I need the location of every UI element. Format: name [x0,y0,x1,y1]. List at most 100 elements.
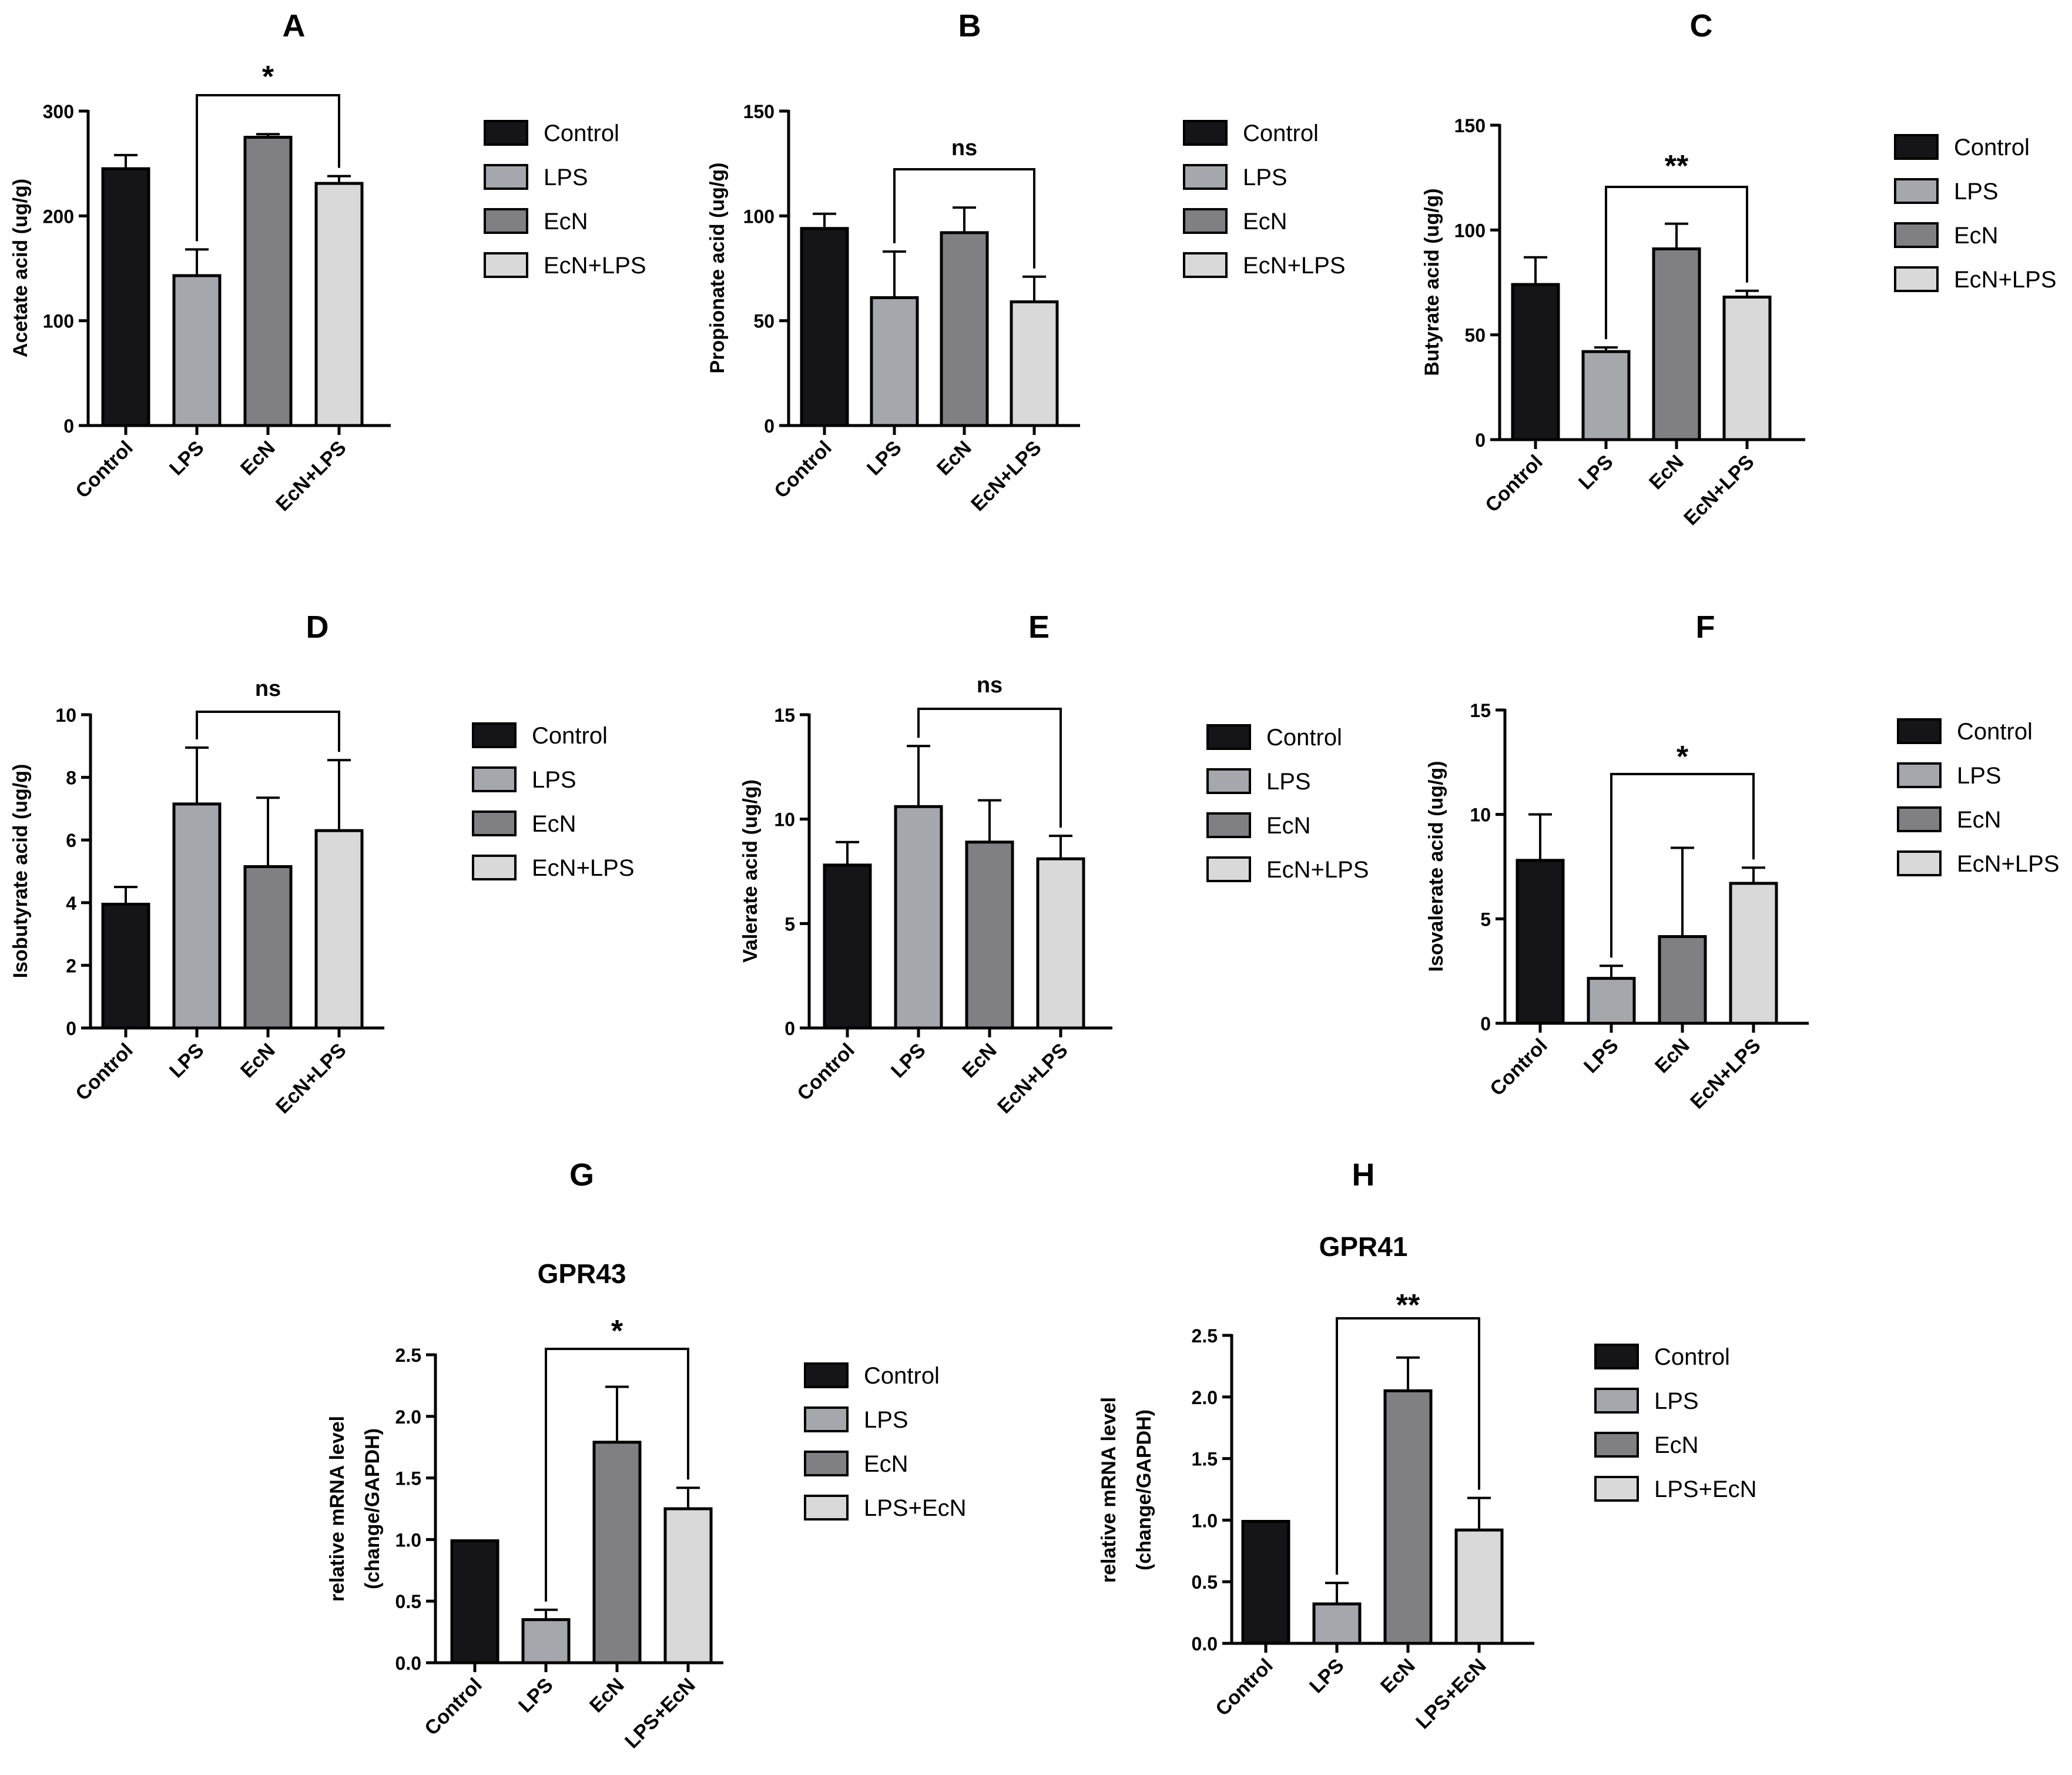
panel-letter: E [1028,609,1050,645]
y-axis-label: Butyrate acid (ug/g) [1421,188,1443,376]
legend-label: Control [532,723,608,749]
y-axis-label: (change/GAPDH) [361,1428,384,1589]
legend-swatch [472,722,517,748]
legend-label: Control [1266,725,1342,751]
y-tick-label: 0 [764,416,775,437]
y-tick-label: 1.5 [395,1468,421,1489]
bar-lps [1312,1602,1362,1645]
x-tick-label: EcN+LPS [1686,1034,1765,1113]
y-tick-label: 0.0 [395,1653,421,1674]
y-tick-label: 8 [66,768,76,789]
legend-label: EcN+LPS [532,855,635,881]
legend-label: Control [864,1363,940,1389]
x-tick-label: LPS [165,437,209,480]
y-tick-label: 2 [66,955,76,976]
significance-label: * [262,60,274,94]
legend-swatch [1183,120,1228,146]
y-axis-label: Acetate acid (ug/g) [9,179,32,357]
bar-ecn-plus-lps [314,182,364,427]
legend-label: LPS [1954,179,1999,205]
bar-lps [1587,977,1636,1025]
panel-c: C Butyrate acid (ug/g) 0 50 100 150 Control LPS… [1421,8,2057,530]
legend-swatch [484,120,528,146]
x-tick-label: EcN+LPS [1679,451,1758,530]
x-tick-label: Control [1486,1034,1551,1100]
significance-label: * [1677,740,1689,774]
bar-ecn-plus-lps [1729,882,1778,1025]
legend-label: EcN [1266,813,1311,839]
x-tick-label: EcN [585,1674,629,1717]
legend-label: LPS [544,165,588,190]
legend-swatch [1897,762,1942,788]
legend-label: LPS+EcN [1654,1476,1757,1502]
y-axis-label: Valerate acid (ug/g) [739,779,762,963]
y-axis-label: Propionate acid (ug/g) [706,163,729,374]
y-axis-label: Isovalerate acid (ug/g) [1425,761,1447,972]
significance-label: ns [951,136,977,160]
bar-control [823,863,872,1030]
panel-d: D Isobutyrate acid (ug/g) 0 2 4 6 8 10 Control LP… [9,609,635,1118]
legend-label: EcN [532,811,576,837]
bar-ecn [592,1441,642,1665]
x-tick-label: EcN+LPS [967,437,1045,515]
significance-label: * [611,1314,623,1348]
legend-swatch [1894,266,1939,292]
significance-label: ns [255,676,281,701]
panel-a: A Acetate acid (ug/g) 0 100 200 300 Control LPS… [9,8,646,515]
legend-label: LPS+EcN [864,1495,967,1521]
bar-ecn [1658,935,1707,1025]
x-tick-label: EcN [236,437,280,480]
x-tick-label: Control [71,1039,137,1105]
chart-title: GPR43 [538,1258,626,1289]
y-tick-label: 50 [753,311,775,332]
bar-lps [1581,350,1631,441]
legend-label: EcN [864,1451,908,1477]
x-tick-label: EcN+LPS [271,437,350,515]
y-tick-label: 200 [43,206,74,227]
bar-ecn [965,840,1014,1030]
legend-swatch [1183,252,1228,278]
x-tick-label: Control [1481,451,1547,517]
x-tick-label: EcN [958,1039,1001,1083]
legend-label: EcN [1654,1432,1699,1458]
bar-control [1516,859,1565,1025]
legend-label: LPS [1957,763,2001,789]
y-axis-label: relative mRNA level [326,1416,348,1602]
y-tick-label: 0.5 [395,1591,421,1612]
legend-label: EcN+LPS [1266,857,1369,883]
legend-label: EcN [544,209,588,235]
significance-bracket [1336,1317,1480,1575]
bar-ecn [243,865,293,1030]
y-tick-label: 1.0 [395,1529,421,1550]
legend-swatch [1897,718,1942,744]
y-tick-label: 1.0 [1192,1510,1218,1531]
x-tick-label: EcN+LPS [993,1039,1072,1118]
y-tick-label: 0 [784,1018,795,1039]
legend-label: Control [1957,719,2033,745]
legend-swatch [1897,850,1942,876]
panel-h: H GPR41 relative mRNA level (change/GAPDH) 0… [1098,1157,1757,1733]
bar-ecn [940,231,989,427]
legend-swatch [804,1362,849,1388]
y-tick-label: 2.0 [1192,1387,1218,1408]
y-tick-label: 150 [743,101,775,122]
legend-swatch [472,766,517,792]
legend-label: Control [1243,120,1319,146]
bar-lps [894,805,943,1030]
bar-ecn-plus-lps [1010,300,1059,427]
legend-label: EcN+LPS [544,253,646,279]
panel-letter: G [569,1157,594,1193]
significance-bracket [1605,186,1748,340]
y-axis-label: Isobutyrate acid (ug/g) [9,764,32,979]
y-tick-label: 0.5 [1192,1572,1218,1593]
legend-swatch [1894,178,1939,204]
legend-label: EcN+LPS [1243,253,1346,279]
bar-lps-plus-ecn [1454,1528,1504,1645]
y-tick-label: 0 [66,1018,76,1039]
legend-swatch [1183,164,1228,190]
legend-label: Control [1954,135,2030,160]
legend-swatch [1594,1432,1639,1458]
x-tick-label: Control [71,437,137,503]
legend-label: EcN+LPS [1957,851,2060,877]
